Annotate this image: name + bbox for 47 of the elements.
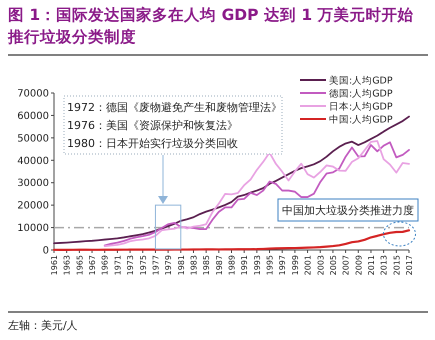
annotation: 1976：美国《资源保护和恢复法》	[67, 119, 238, 132]
legend-label: 日本:人均GDP	[329, 100, 393, 112]
y-tick-label: 20000	[17, 200, 49, 212]
annotation: 中国加大垃圾分类推进力度	[282, 204, 414, 217]
x-tick-label: 1965	[75, 255, 84, 276]
x-tick-label: 1989	[228, 255, 236, 276]
y-tick-label: 70000	[17, 88, 49, 100]
legend-label: 美国:人均GDP	[329, 74, 393, 86]
y-tick-label: 50000	[17, 133, 49, 144]
x-tick-label: 1987	[214, 255, 224, 276]
y-tick-label: 10000	[17, 223, 49, 234]
y-tick-label: 40000	[17, 156, 49, 167]
x-tick-label: 1969	[100, 255, 110, 276]
x-tick-label: 1997	[278, 255, 288, 276]
x-tick-label: 1971	[113, 255, 122, 276]
x-tick-label: 1999	[290, 255, 300, 276]
text: 左轴：美元/人	[8, 319, 78, 332]
x-tick-label: 1963	[62, 255, 72, 276]
chart-title: 图 1：国际发达国家多在人均 GDP 达到 1 万美元时开始推行垃圾分类制度	[8, 5, 414, 48]
x-tick-label: 1995	[266, 255, 275, 276]
x-tick-label: 2011	[366, 255, 376, 276]
x-tick-label: 1979	[164, 255, 174, 276]
x-tick-label: 1967	[88, 255, 98, 276]
x-tick-label: 2007	[342, 255, 351, 276]
x-tick-label: 1961	[50, 255, 59, 276]
y-tick-label: 60000	[17, 110, 49, 122]
annotation: 1972：德国《废物避免产生和废物管理法》	[67, 101, 282, 114]
x-tick-label: 1973	[126, 255, 136, 276]
x-tick-label: 1975	[138, 255, 148, 276]
y-tick-label: 0	[42, 246, 49, 256]
x-tick-label: 2001	[304, 255, 313, 276]
y-tick-label: 30000	[17, 178, 49, 190]
x-tick-label: 1983	[189, 255, 198, 276]
x-tick-label: 2003	[316, 255, 326, 276]
annotation: 1980：日本开始实行垃圾分类回收	[67, 137, 238, 150]
x-tick-label: 1985	[202, 255, 212, 276]
x-tick-label: 1981	[176, 255, 186, 276]
x-tick-label: 1993	[252, 255, 262, 276]
legend-label: 德国:人均GDP	[329, 88, 393, 100]
x-tick-label: 1977	[151, 255, 160, 276]
x-tick-label: 2015	[392, 255, 402, 276]
legend-label: 中国:人均GDP	[329, 114, 393, 126]
x-tick-label: 2017	[405, 255, 414, 276]
x-tick-label: 2013	[380, 255, 389, 276]
x-tick-label: 1991	[240, 255, 250, 276]
x-tick-label: 2009	[354, 255, 364, 276]
x-tick-label: 2005	[328, 255, 338, 276]
